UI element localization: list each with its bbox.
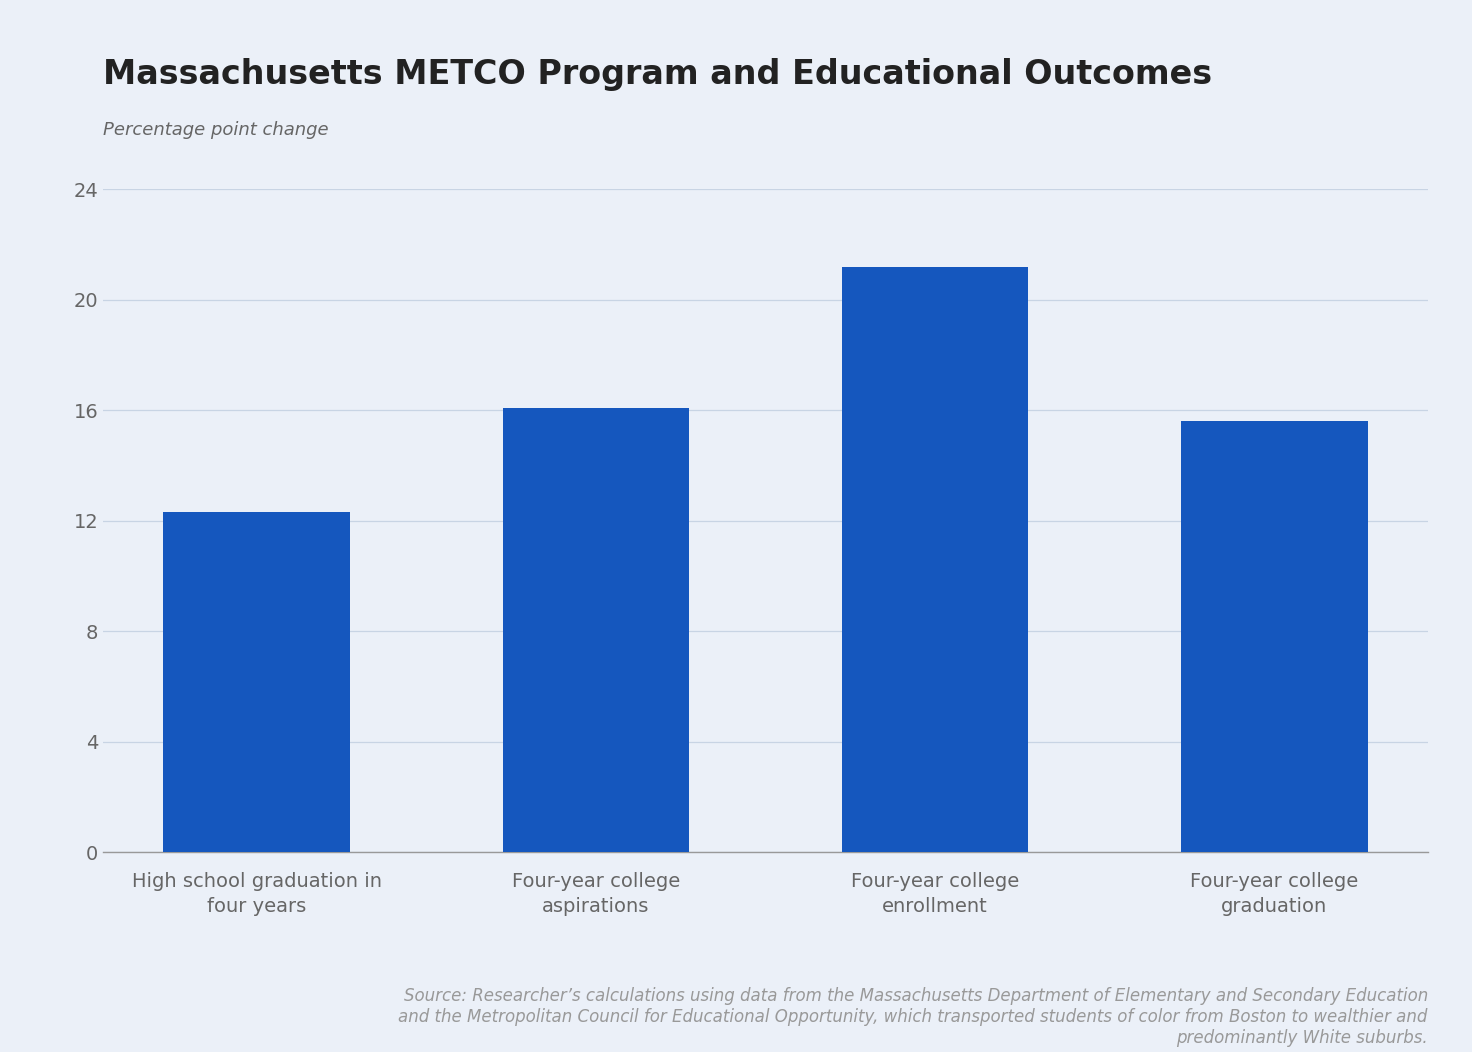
Bar: [1181, 422, 1367, 852]
Bar: [842, 267, 1029, 852]
Text: Percentage point change: Percentage point change: [103, 121, 328, 139]
Bar: [163, 512, 350, 852]
Bar: [502, 407, 689, 852]
Text: Massachusetts METCO Program and Educational Outcomes: Massachusetts METCO Program and Educatio…: [103, 58, 1211, 90]
Text: Source: Researcher’s calculations using data from the Massachusetts Department o: Source: Researcher’s calculations using …: [399, 987, 1428, 1047]
